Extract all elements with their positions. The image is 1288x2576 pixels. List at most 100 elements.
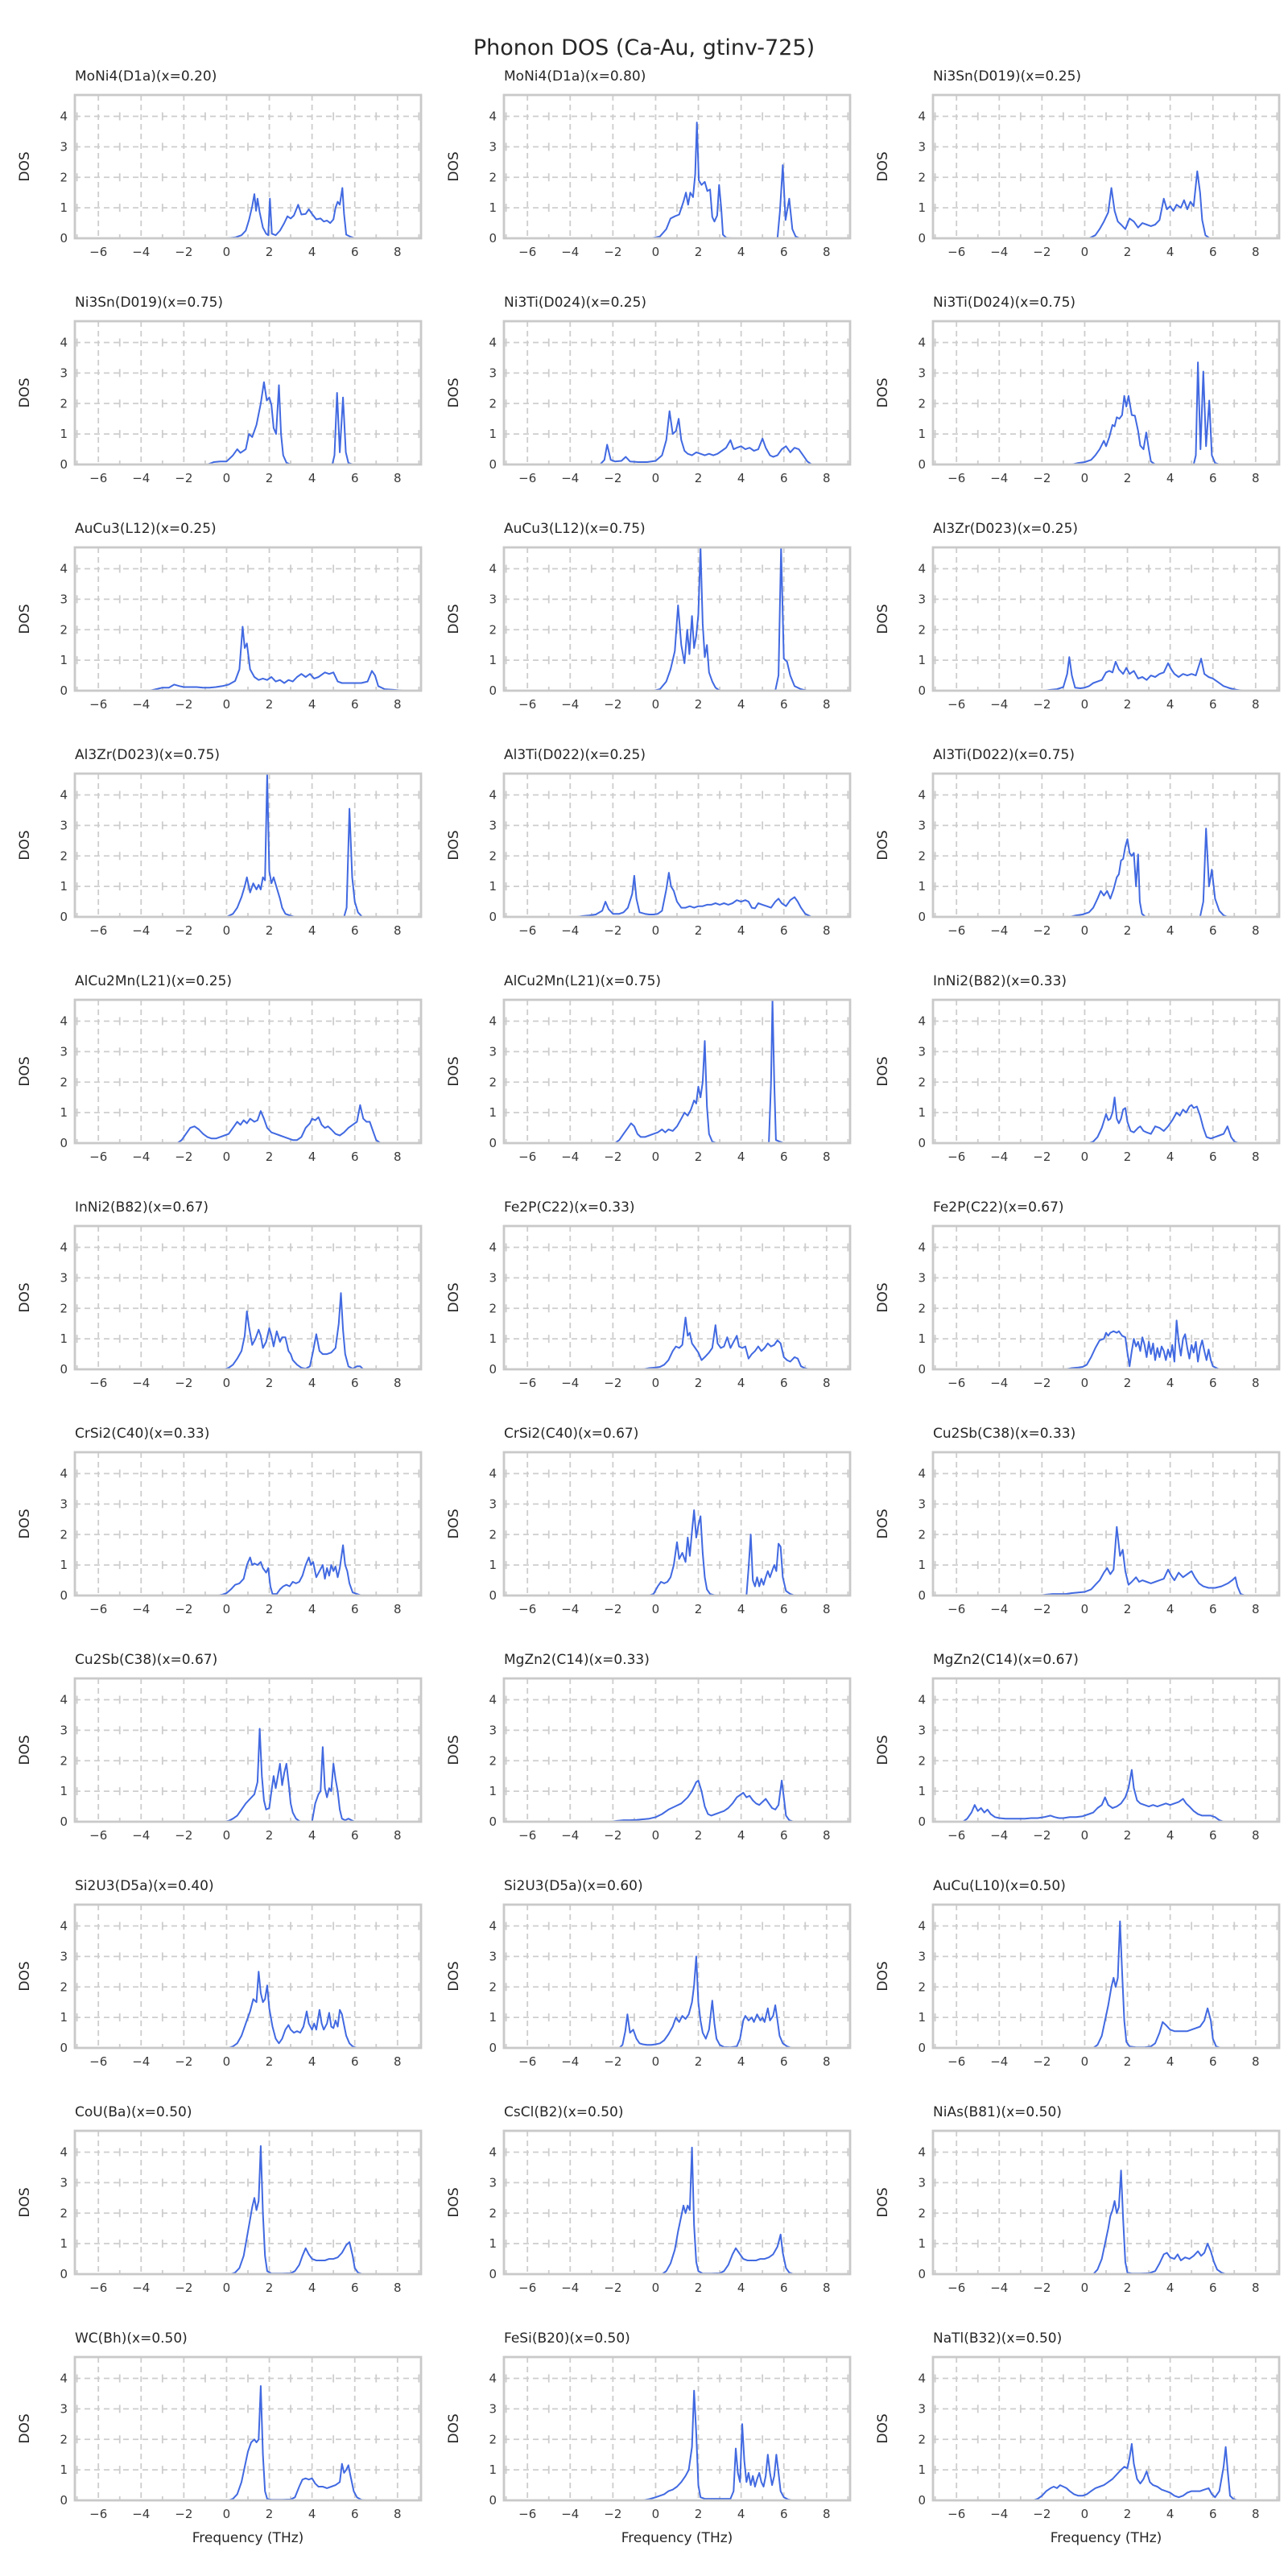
x-axis-label: Frequency (THz): [1051, 2530, 1162, 2546]
x-tick-label: −6: [518, 2507, 536, 2521]
y-axis-label: DOS: [875, 1961, 891, 1991]
x-tick-label: 6: [780, 1376, 788, 1389]
x-tick-label: −6: [89, 2507, 107, 2521]
subplot-cell: Al3Zr(D023)(x=0.25) 0 1 2 3 4 −6 −4 −2 0 2 4 6 8 DOS: [858, 485, 1287, 711]
dos-curve: [1065, 1319, 1220, 1369]
x-tick-label: 6: [1209, 471, 1217, 485]
y-tick-label: 2: [918, 1979, 926, 1994]
subplot-canvas: InNi2(B82)(x=0.33) 0 1 2 3 4 −6 −4 −2 0 2 4 6 8 DOS: [875, 973, 1281, 1163]
x-tick-label: 8: [823, 471, 831, 485]
x-tick-label: −2: [175, 2507, 192, 2521]
dos-curve: [1069, 828, 1228, 917]
x-tick-label: 6: [1209, 2281, 1217, 2294]
x-tick-label: 8: [1252, 1602, 1260, 1616]
subplot-canvas: AuCu3(L12)(x=0.25) 0 1 2 3 4 −6 −4 −2 0 2 4 6 8 DOS: [17, 521, 423, 711]
x-tick-label: 2: [1124, 2507, 1132, 2521]
x-tick-label: 2: [1124, 697, 1132, 711]
y-tick-label: 0: [489, 1136, 497, 1150]
y-axis-label: DOS: [875, 1735, 891, 1765]
x-tick-label: −4: [990, 2281, 1008, 2294]
subplot-canvas: Cu2Sb(C38)(x=0.67) 0 1 2 3 4 −6 −4 −2 0 2 4 6 8 DOS: [17, 1652, 423, 1842]
y-tick-label: 1: [489, 1331, 497, 1346]
y-tick-label: 4: [918, 1919, 926, 1934]
x-tick-label: 4: [737, 2281, 745, 2294]
x-tick-label: 0: [652, 697, 660, 711]
x-tick-label: −4: [561, 697, 579, 711]
subplot-cell: Al3Ti(D022)(x=0.25) 0 1 2 3 4 −6 −4 −2 0 2 4 6 8 DOS: [429, 711, 858, 937]
x-tick-label: 6: [351, 1602, 359, 1616]
x-tick-label: 0: [223, 2507, 231, 2521]
x-tick-label: 8: [394, 2507, 402, 2521]
x-tick-label: 4: [737, 2054, 745, 2068]
x-tick-label: −2: [1033, 697, 1051, 711]
x-tick-label: −6: [518, 245, 536, 258]
y-tick-label: 0: [918, 910, 926, 924]
dos-curve: [230, 2145, 363, 2274]
x-tick-label: 2: [695, 2281, 703, 2294]
y-axis-label: DOS: [17, 1282, 33, 1312]
subplot-canvas: Si2U3(D5a)(x=0.40) 0 1 2 3 4 −6 −4 −2 0 2 4 6 8 DOS: [17, 1878, 423, 2068]
y-tick-label: 0: [918, 2041, 926, 2055]
x-tick-label: 0: [1081, 2281, 1089, 2294]
x-tick-label: −6: [947, 471, 965, 485]
axes-spines: [502, 1224, 852, 1371]
x-tick-label: 6: [780, 1828, 788, 1842]
y-tick-label: 0: [918, 2267, 926, 2281]
x-tick-label: −2: [604, 245, 621, 258]
x-tick-label: −4: [561, 923, 579, 937]
subplot-cell: Al3Zr(D023)(x=0.75) 0 1 2 3 4 −6 −4 −2 0 2 4 6 8 DOS: [0, 711, 429, 937]
x-tick-label: 4: [308, 1150, 316, 1163]
x-tick-label: −2: [175, 1602, 192, 1616]
subplot-title: CrSi2(C40)(x=0.33): [75, 1426, 209, 1442]
y-tick-label: 3: [60, 1044, 68, 1059]
axes-spines: [73, 1224, 423, 1371]
x-tick-label: −6: [89, 697, 107, 711]
x-tick-label: 6: [351, 923, 359, 937]
subplot-title: Ni3Sn(D019)(x=0.25): [933, 68, 1081, 85]
y-tick-label: 0: [489, 683, 497, 698]
y-tick-label: 2: [489, 1753, 497, 1768]
axes-spines: [502, 772, 852, 919]
x-tick-label: 0: [223, 245, 231, 258]
y-tick-label: 0: [489, 2267, 497, 2281]
x-tick-label: 0: [1081, 1602, 1089, 1616]
subplot-cell: InNi2(B82)(x=0.67) 0 1 2 3 4 −6 −4 −2 0 2 4 6 8 DOS: [0, 1163, 429, 1389]
y-axis-label: DOS: [446, 1282, 462, 1312]
subplot-cell: Cu2Sb(C38)(x=0.33) 0 1 2 3 4 −6 −4 −2 0 2 4 6 8 DOS: [858, 1389, 1287, 1616]
x-tick-label: 8: [823, 1376, 831, 1389]
y-tick-label: 2: [489, 396, 497, 411]
subplot-title: Fe2P(C22)(x=0.33): [504, 1199, 635, 1216]
y-tick-label: 0: [918, 1588, 926, 1603]
subplot-cell: InNi2(B82)(x=0.33) 0 1 2 3 4 −6 −4 −2 0 2 4 6 8 DOS: [858, 937, 1287, 1163]
x-tick-label: 8: [1252, 923, 1260, 937]
y-tick-label: 3: [918, 139, 926, 154]
y-tick-label: 2: [489, 170, 497, 184]
y-tick-label: 1: [918, 1105, 926, 1120]
y-tick-label: 1: [60, 427, 68, 441]
y-axis-label: DOS: [446, 830, 462, 860]
y-axis-label: DOS: [875, 830, 891, 860]
subplot-cell: Ni3Ti(D024)(x=0.75) 0 1 2 3 4 −6 −4 −2 0 2 4 6 8 DOS: [858, 258, 1287, 485]
y-axis-label: DOS: [17, 1961, 33, 1991]
dos-curve: [226, 187, 356, 238]
y-tick-label: 0: [918, 1136, 926, 1150]
x-tick-label: 4: [1166, 245, 1174, 258]
x-tick-label: −6: [89, 471, 107, 485]
subplot-title: MoNi4(D1a)(x=0.20): [75, 68, 217, 85]
x-tick-label: 6: [351, 697, 359, 711]
axes-spines: [73, 2355, 423, 2502]
subplot-title: CoU(Ba)(x=0.50): [75, 2104, 192, 2120]
x-tick-label: 4: [1166, 471, 1174, 485]
x-tick-label: −2: [1033, 1376, 1051, 1389]
y-tick-label: 4: [489, 562, 497, 576]
x-tick-label: 4: [308, 2507, 316, 2521]
subplot-cell: AlCu2Mn(L21)(x=0.25) 0 1 2 3 4 −6 −4 −2 0 2 4 6 8 DOS: [0, 937, 429, 1163]
axes-spines: [502, 1451, 852, 1597]
y-tick-label: 4: [489, 1014, 497, 1029]
y-tick-label: 2: [60, 1979, 68, 1994]
x-tick-label: 8: [1252, 2507, 1260, 2521]
y-tick-label: 4: [489, 2145, 497, 2160]
x-tick-label: 8: [1252, 245, 1260, 258]
x-tick-label: −6: [518, 2281, 536, 2294]
x-tick-label: −6: [518, 923, 536, 937]
